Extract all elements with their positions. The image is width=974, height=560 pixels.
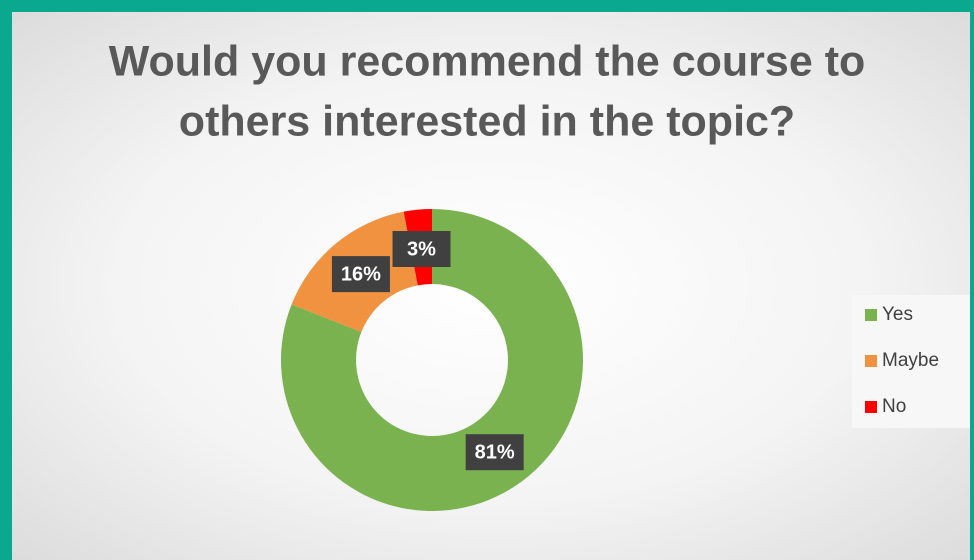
legend-label: No — [882, 396, 906, 417]
data-label: 16% — [341, 263, 381, 285]
data-label: 81% — [475, 442, 515, 464]
data-label-box — [331, 256, 390, 293]
legend-swatch — [865, 355, 877, 367]
chart-title: others interested in the topic? — [179, 97, 795, 145]
data-label-box — [465, 434, 524, 471]
chart-title: Would you recommend the course to — [109, 37, 866, 85]
data-label-box — [392, 230, 451, 267]
data-label: 3% — [407, 238, 436, 260]
legend-label: Yes — [882, 304, 913, 325]
legend-swatch — [865, 309, 877, 321]
legend-label: Maybe — [882, 350, 939, 371]
legend-swatch — [865, 401, 877, 413]
